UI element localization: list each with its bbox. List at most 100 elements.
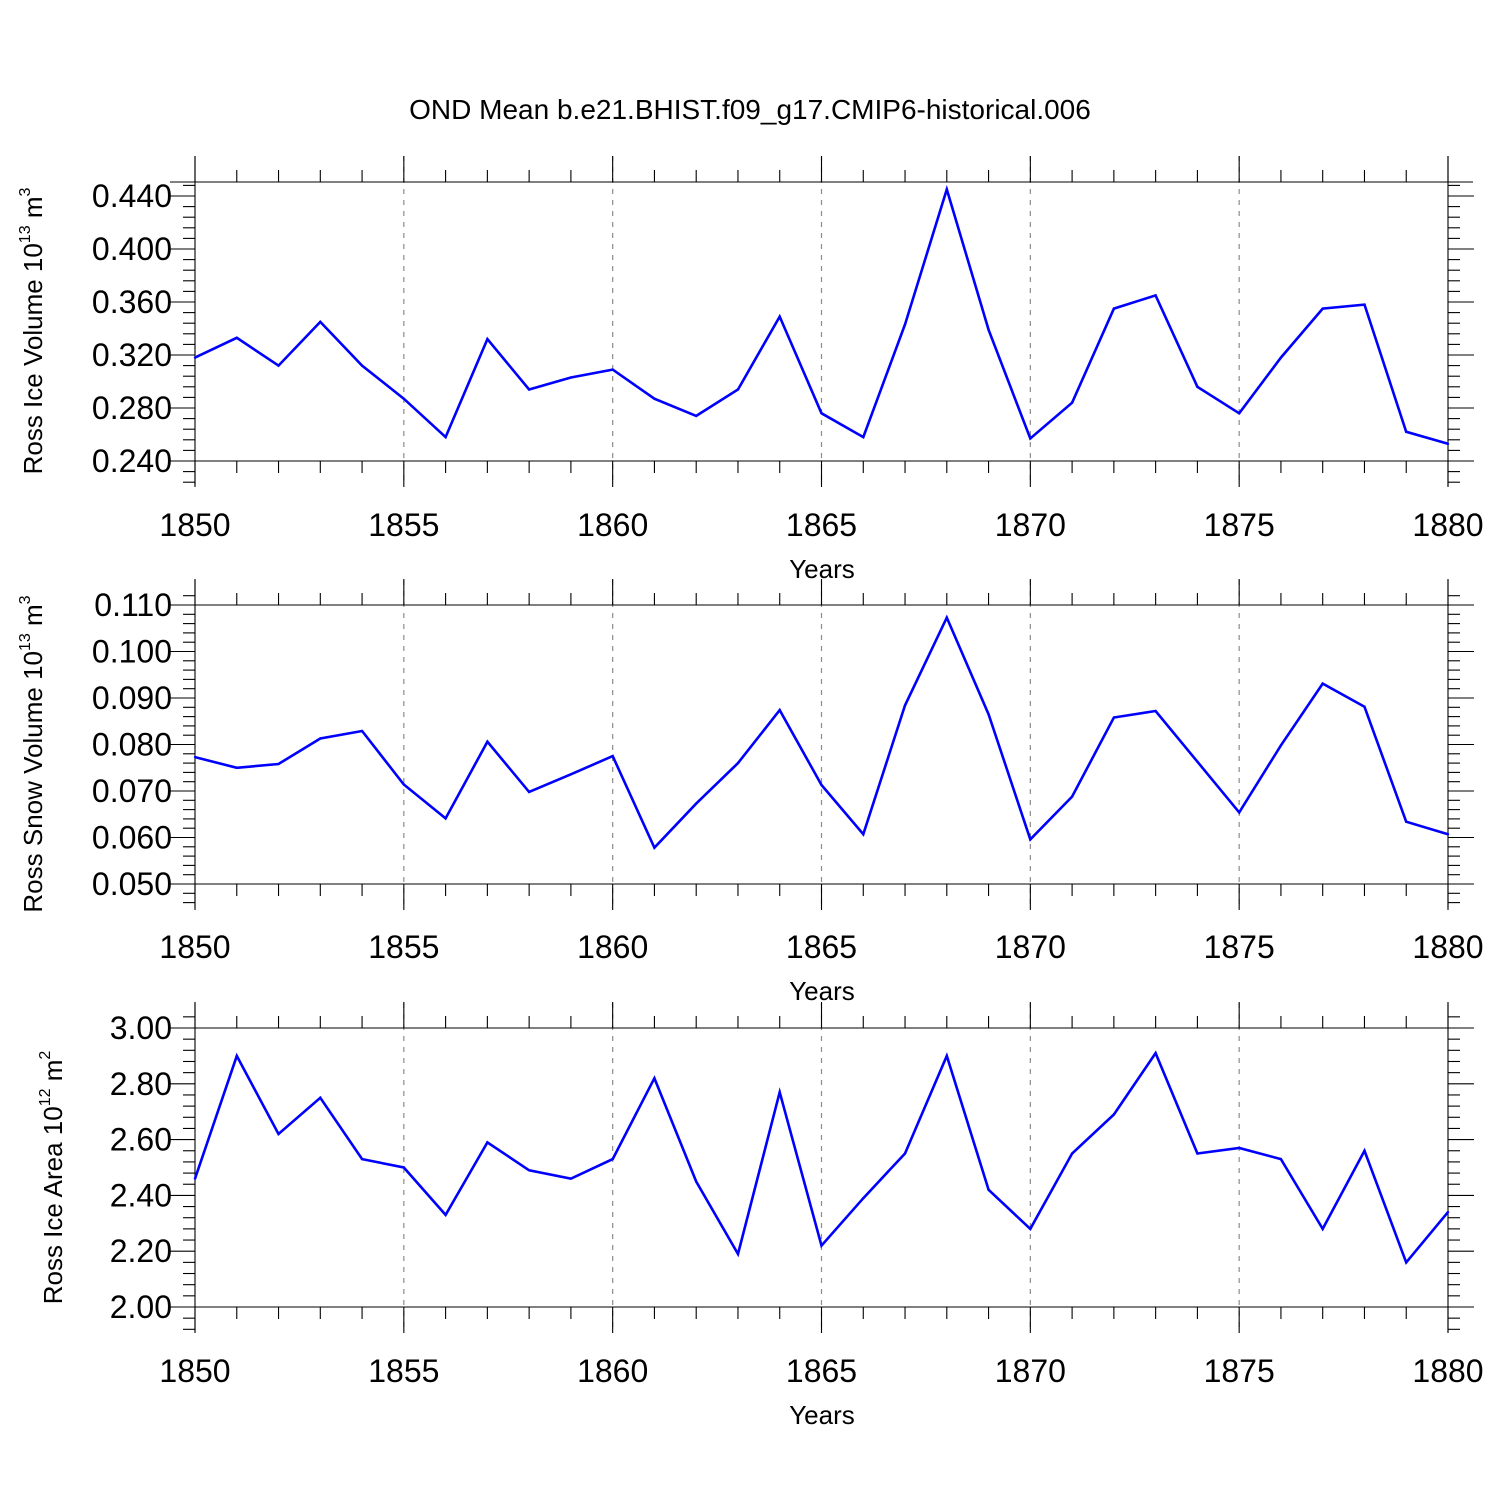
y-axis-title-exponent: 12 (37, 1088, 54, 1106)
x-tick-label: 1880 (1412, 1353, 1483, 1389)
data-point (1446, 442, 1450, 445)
data-point (736, 388, 740, 391)
chart-panel-2: 1850 1855 1860 1865 1870 1875 1880 Years 0.050 0.… (17, 579, 1484, 1006)
y-tick-label: 0.320 (92, 337, 172, 373)
y-axis-title: Ross Ice Area 1012 m2 (37, 1051, 68, 1305)
x-tick-label: 1880 (1412, 507, 1483, 543)
x-axis-title: Years (789, 976, 855, 1006)
data-point (486, 740, 489, 743)
data-point (1237, 1146, 1241, 1150)
y-tick-label: 2.80 (110, 1066, 172, 1102)
data-point (945, 616, 948, 619)
y-axis-title-main: Ross Snow Volume 10 (18, 651, 48, 913)
data-point (444, 435, 447, 439)
x-tick-label: 1850 (159, 507, 230, 543)
data-point (1279, 744, 1283, 747)
data-point (277, 762, 280, 766)
x-tick-label: 1860 (577, 929, 648, 965)
data-point (653, 397, 656, 400)
y-tick-label: 3.00 (110, 1010, 172, 1046)
data-point (1154, 709, 1157, 713)
x-tick-label: 1875 (1204, 1353, 1275, 1389)
data-point (778, 708, 781, 712)
data-point (235, 1054, 238, 1058)
data-point (820, 1244, 823, 1247)
data-point (1112, 1113, 1116, 1116)
x-tick-label: 1855 (368, 929, 439, 965)
data-point (193, 1177, 197, 1180)
data-point (987, 1188, 990, 1192)
data-point (1112, 307, 1116, 310)
y-tick-label: 0.240 (92, 443, 172, 479)
x-tick-label: 1870 (995, 507, 1066, 543)
data-point (486, 337, 489, 341)
data-point (277, 364, 280, 367)
data-point (527, 388, 531, 391)
y-tick-label: 0.440 (92, 178, 172, 214)
chart-title: OND Mean b.e21.BHIST.f09_g17.CMIP6-histo… (409, 94, 1091, 125)
data-point (360, 729, 364, 733)
data-point (319, 320, 322, 324)
data-point (611, 368, 614, 371)
data-point (862, 1196, 865, 1200)
data-point (1237, 412, 1241, 415)
x-tick-label: 1860 (577, 1353, 648, 1389)
data-point (778, 1090, 781, 1094)
y-tick-label: 0.400 (92, 231, 172, 267)
y-axis-title-exponent: 13 (17, 225, 34, 243)
data-point (653, 1077, 656, 1080)
data-point (1279, 1157, 1283, 1161)
data-point (736, 1252, 740, 1256)
x-tick-label: 1850 (159, 1353, 230, 1389)
data-point (611, 754, 614, 758)
y-tick-label: 0.360 (92, 284, 172, 320)
data-point (1154, 1051, 1157, 1055)
data-point (945, 188, 948, 191)
y-axis-title-unit-exponent: 3 (17, 595, 34, 604)
data-point (1237, 811, 1241, 814)
y-tick-label: 0.100 (92, 634, 172, 670)
data-point (653, 846, 656, 849)
data-point (527, 1169, 531, 1172)
x-axis-title: Years (789, 1400, 855, 1430)
y-tick-label: 2.60 (110, 1122, 172, 1158)
data-point (903, 323, 907, 326)
data-point (569, 1177, 573, 1180)
data-point (695, 1180, 698, 1183)
data-point (569, 773, 573, 776)
y-axis-title-main: Ross Ice Volume 10 (18, 243, 48, 474)
x-tick-label: 1870 (995, 1353, 1066, 1389)
data-point (903, 704, 907, 707)
y-tick-label: 2.40 (110, 1177, 172, 1213)
y-tick-label: 2.00 (110, 1289, 172, 1325)
data-point (193, 755, 197, 759)
data-point (903, 1152, 907, 1155)
x-tick-label: 1875 (1204, 929, 1275, 965)
y-axis-title-exponent: 13 (17, 633, 34, 651)
x-tick-label: 1870 (995, 929, 1066, 965)
y-tick-label: 0.070 (92, 773, 172, 809)
data-point (1279, 356, 1283, 359)
data-point (736, 761, 740, 765)
y-axis-title-unit: m (38, 1060, 68, 1089)
data-point (778, 315, 781, 318)
data-point (1196, 385, 1199, 388)
data-point (1029, 838, 1032, 841)
data-point (1196, 760, 1199, 763)
data-point (1321, 1227, 1324, 1231)
data-point (1029, 437, 1032, 440)
data-point (1196, 1152, 1199, 1155)
x-tick-label: 1865 (786, 929, 857, 965)
y-tick-label: 0.050 (92, 866, 172, 902)
data-point (611, 1157, 614, 1161)
data-point (1405, 1261, 1408, 1264)
data-point (820, 783, 823, 787)
x-tick-label: 1855 (368, 507, 439, 543)
data-point (569, 376, 573, 379)
y-tick-label: 0.280 (92, 390, 172, 426)
x-tick-label: 1875 (1204, 507, 1275, 543)
data-point (444, 1213, 447, 1217)
panels: 1850 1855 1860 1865 1870 1875 1880 Years 0.240 0.… (17, 156, 1484, 1430)
data-point (1154, 294, 1157, 297)
